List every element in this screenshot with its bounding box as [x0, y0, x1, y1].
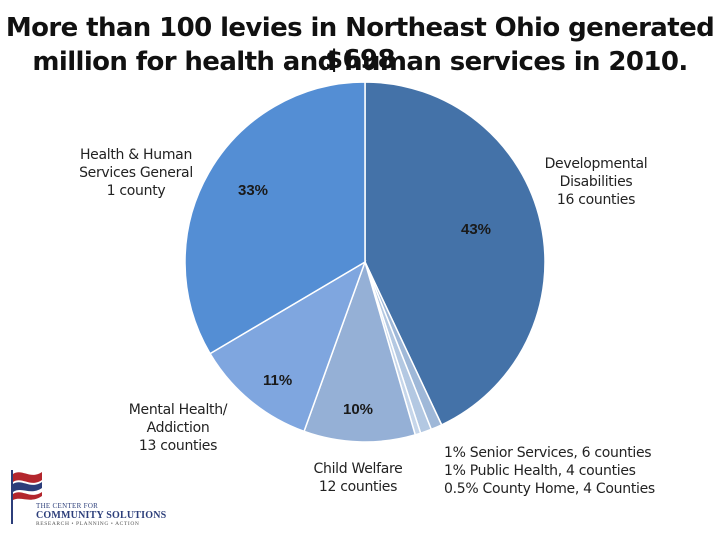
- label-hhs-line: 1 county: [106, 183, 166, 199]
- label-dd-line: 16 counties: [556, 192, 636, 208]
- center-for-community-solutions-logo: [11, 470, 42, 524]
- label-dd-line: Developmental: [544, 156, 648, 172]
- pct-label-cw: 10%: [343, 401, 374, 418]
- label-small-line: 0.5% County Home, 4 Counties: [444, 481, 655, 497]
- pie-slice-cw: [303, 259, 417, 443]
- chart-title-line-1: More than 100 levies in Northeast Ohio g…: [5, 13, 715, 75]
- pct-label-dd: 43%: [461, 221, 492, 238]
- label-small-line: 1% Senior Services, 6 counties: [444, 445, 652, 461]
- logo-wordmark: THE CENTER FOR COMMUNITY SOLUTIONS RESEA…: [36, 502, 166, 528]
- label-mh-line: Addiction: [146, 420, 210, 436]
- label-mental-health-addiction: Mental Health/ Addiction 13 counties: [104, 401, 252, 455]
- logo-line-2: COMMUNITY SOLUTIONS: [36, 510, 167, 521]
- label-developmental-disabilities: Developmental Disabilities 16 counties: [522, 155, 670, 209]
- label-mh-line: Mental Health/: [128, 402, 228, 418]
- chart-title-line-2: million for health and human services in…: [32, 47, 688, 77]
- label-hhs-line: Health & Human: [79, 147, 193, 163]
- pie-slice-hhs: [184, 81, 366, 355]
- label-small-slices: 1% Senior Services, 6 counties 1% Public…: [444, 444, 714, 498]
- logo-line-1: THE CENTER FOR: [36, 502, 99, 510]
- label-dd-line: Disabilities: [559, 174, 633, 190]
- label-small-line: 1% Public Health, 4 counties: [444, 463, 636, 479]
- label-health-human-services: Health & Human Services General 1 county: [62, 146, 210, 200]
- label-mh-line: 13 counties: [138, 438, 218, 454]
- pie-slice-dd: [364, 81, 546, 426]
- label-cw-line: 12 counties: [318, 479, 398, 495]
- pie-slice-mh: [209, 260, 367, 433]
- label-child-welfare: Child Welfare 12 counties: [290, 460, 426, 496]
- label-hhs-line: Services General: [79, 165, 193, 181]
- label-cw-line: Child Welfare: [313, 461, 403, 477]
- pct-label-hhs: 33%: [238, 182, 269, 199]
- logo-line-3: RESEARCH • PLANNING • ACTION: [36, 521, 140, 527]
- pct-label-mh: 11%: [263, 372, 293, 389]
